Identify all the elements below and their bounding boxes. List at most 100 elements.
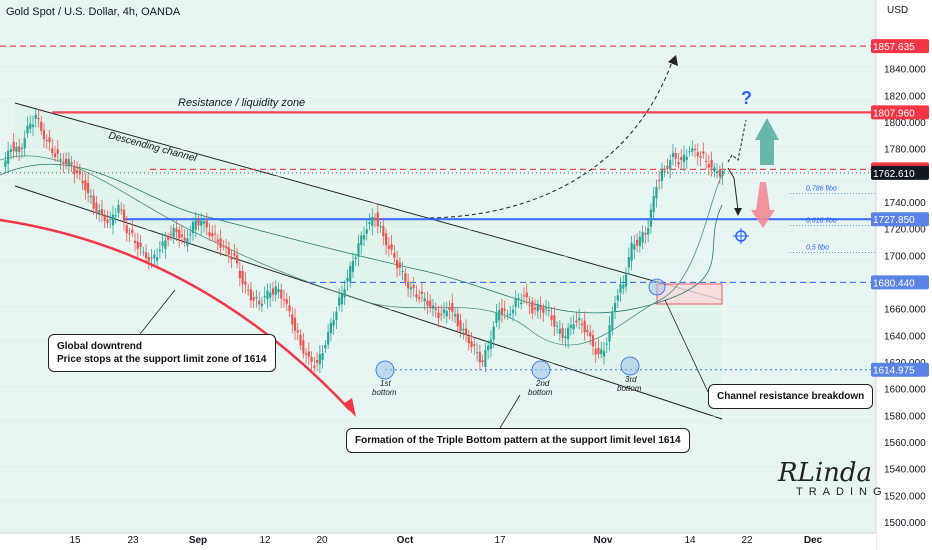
- candle-body: [321, 352, 324, 360]
- candle-body: [236, 255, 239, 264]
- candle-body: [520, 302, 523, 305]
- bottom-label: 1st: [380, 379, 391, 388]
- y-tick-label: 1780.000: [884, 145, 926, 156]
- candle-body: [329, 322, 332, 334]
- candle-body: [420, 291, 424, 294]
- candle-body: [514, 299, 517, 307]
- candle-body: [335, 311, 338, 320]
- candle-body: [442, 309, 446, 313]
- candle-body: [600, 349, 603, 355]
- candle-body: [506, 314, 509, 316]
- candle-body: [100, 209, 104, 215]
- candle-body: [70, 162, 73, 165]
- price-axis-bg: [876, 0, 932, 550]
- candle-body: [586, 330, 589, 333]
- candle-body: [277, 289, 280, 293]
- candle-body: [572, 324, 575, 330]
- candle-body: [704, 160, 708, 162]
- candle-body: [404, 273, 407, 282]
- candle-body: [509, 313, 512, 315]
- candle-body: [202, 221, 206, 224]
- candle-body: [263, 295, 266, 298]
- candle-body: [133, 240, 137, 244]
- candle-body: [696, 152, 699, 157]
- candle-body: [307, 351, 310, 357]
- candle-body: [481, 360, 484, 362]
- x-tick-label: Dec: [804, 535, 823, 546]
- price-badge-label: 1762.610: [873, 169, 915, 180]
- candle-body: [136, 241, 139, 249]
- channel-break-callout: Channel resistance breakdown: [708, 384, 874, 409]
- y-tick-label: 1660.000: [884, 305, 926, 316]
- candle-body: [492, 326, 495, 340]
- bear-path-head: [734, 208, 742, 216]
- candle-body: [649, 209, 652, 227]
- candle-body: [418, 297, 421, 299]
- question-mark: ?: [741, 88, 752, 108]
- candle-body: [7, 150, 10, 164]
- candle-body: [718, 169, 721, 177]
- candle-body: [693, 149, 697, 151]
- candle-body: [255, 296, 258, 299]
- x-tick-label: 22: [741, 535, 753, 546]
- channel-upper-line: [14, 102, 723, 301]
- candle-body: [76, 170, 79, 173]
- y-tick-label: 1560.000: [884, 438, 926, 449]
- candle-body: [525, 292, 528, 298]
- candle-body: [87, 183, 90, 194]
- candle-body: [18, 146, 21, 152]
- bottom-label-sub: bottom: [372, 388, 397, 397]
- candles-group: [4, 108, 724, 373]
- candle-body: [280, 289, 283, 299]
- candle-body: [580, 323, 584, 326]
- candle-body: [310, 356, 313, 362]
- candle-body: [327, 332, 330, 345]
- candle-body: [393, 253, 396, 258]
- candle-body: [4, 160, 7, 168]
- bear-arrow: [751, 182, 775, 228]
- x-tick-label: 20: [316, 535, 328, 546]
- candle-body: [575, 320, 578, 323]
- breakout-zone: [656, 283, 723, 305]
- candle-body: [45, 139, 48, 141]
- chart-title: Gold Spot / U.S. Dollar, 4h, OANDA: [6, 6, 181, 18]
- candle-body: [567, 327, 570, 340]
- candle-body: [423, 298, 426, 302]
- candle-body: [26, 125, 29, 134]
- brand-logo: RLinda TRADING: [778, 458, 882, 498]
- x-tick-label: 12: [259, 535, 271, 546]
- candle-body: [244, 281, 247, 285]
- candle-body: [103, 215, 106, 221]
- candle-body: [382, 225, 385, 237]
- candle-body: [106, 219, 109, 223]
- candle-body: [164, 240, 167, 250]
- candle-body: [616, 295, 619, 301]
- projection-arrowhead: [668, 55, 678, 66]
- candle-body: [139, 242, 142, 247]
- candle-body: [230, 257, 233, 260]
- candle-body: [511, 309, 515, 314]
- candle-body: [53, 153, 57, 157]
- candle-body: [12, 141, 15, 152]
- candle-body: [376, 212, 379, 227]
- candle-body: [313, 365, 316, 368]
- y-tick-label: 1500.000: [884, 518, 926, 529]
- candle-body: [682, 154, 686, 163]
- candle-body: [489, 339, 492, 349]
- candle-body: [426, 300, 429, 306]
- candle-body: [51, 148, 54, 154]
- price-badge-label: 1614.975: [873, 366, 915, 377]
- candle-body: [671, 153, 675, 158]
- candle-body: [258, 300, 261, 305]
- candle-body: [544, 308, 548, 310]
- bottom-label: 2nd: [535, 379, 550, 388]
- candle-body: [362, 235, 366, 240]
- candle-body: [379, 226, 382, 228]
- candle-body: [561, 327, 564, 338]
- candle-body: [346, 277, 349, 282]
- candle-body: [470, 341, 473, 347]
- candle-body: [167, 236, 170, 241]
- candle-body: [578, 318, 581, 321]
- candle-body: [611, 312, 614, 331]
